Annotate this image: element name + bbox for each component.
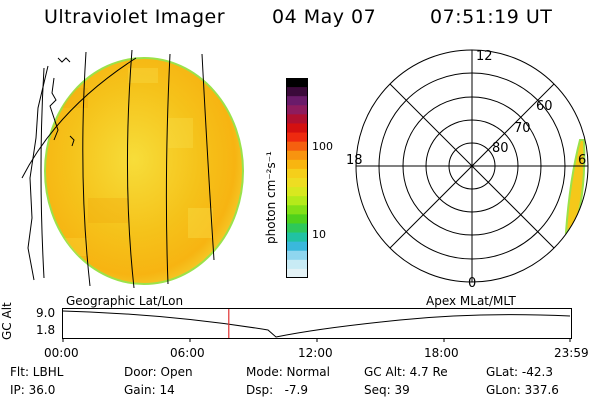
instrument-title: Ultraviolet Imager [44, 6, 226, 28]
timeline-x-tick-1200: 12:00 [298, 346, 333, 360]
colorbar-stripe [286, 196, 308, 206]
colorbar-tick-100: 100 [312, 140, 333, 153]
colorbar-stripe [286, 96, 308, 106]
timeline-right-title: Apex MLat/MLT [426, 294, 516, 308]
earth-disk [44, 57, 244, 285]
mode-info: Mode: Normal [246, 365, 330, 379]
colorbar-stripe [286, 168, 308, 179]
mlt-label-6: 6 [578, 153, 586, 168]
time-label: 07:51:19 UT [430, 6, 553, 28]
graticule-lines [21, 49, 215, 288]
colorbar-stripe [286, 159, 308, 170]
glon-info: GLon: 337.6 [486, 383, 559, 397]
timeline-y-tick-min: 1.8 [36, 323, 56, 337]
timeline-left-title: Geographic Lat/Lon [66, 294, 184, 308]
timeline-x-tick-2359: 23:59 [554, 346, 589, 360]
colorbar-tick-10: 10 [312, 228, 326, 241]
colorbar-unit-label: photon cm⁻²s⁻¹ [264, 151, 278, 244]
timeline-y-tick-max: 9.0 [36, 306, 56, 320]
colorbar-stripe [286, 132, 308, 143]
colorbar-stripe [286, 114, 308, 125]
glat-info: GLat: -42.3 [486, 365, 553, 379]
mlt-label-12: 12 [476, 49, 493, 64]
lat-label-60: 60 [536, 99, 553, 114]
timeline-x-tick-0000: 00:00 [44, 346, 79, 360]
filter-info: Flt: LBHL [10, 365, 64, 379]
mlt-label-18: 18 [346, 153, 363, 168]
mlt-label-0: 0 [468, 276, 476, 288]
timeline-x-tick-1800: 18:00 [424, 346, 459, 360]
coastline [27, 57, 75, 281]
altitude-timeline [62, 308, 572, 342]
intensity-colorbar [286, 78, 308, 278]
colorbar-stripe [286, 250, 308, 261]
colorbar-stripe [286, 268, 308, 278]
colorbar-stripe [286, 178, 308, 188]
timeline-x-tick-0600: 06:00 [170, 346, 205, 360]
colorbar-stripe [286, 259, 308, 270]
colorbar-stripe [286, 187, 308, 197]
gc-alt-info: GC Alt: 4.7 Re [364, 365, 448, 379]
date-label: 04 May 07 [272, 6, 377, 28]
colorbar-stripe [286, 105, 308, 115]
lat-label-80: 80 [492, 141, 509, 156]
gain-info: Gain: 14 [124, 383, 175, 397]
dsp-info: Dsp: -7.9 [246, 383, 309, 397]
colorbar-stripe [286, 223, 308, 234]
colorbar-stripe [286, 141, 308, 152]
colorbar-stripe [286, 78, 308, 88]
door-info: Door: Open [124, 365, 193, 379]
lat-label-70: 70 [514, 121, 531, 136]
colorbar-stripe [286, 150, 308, 161]
altitude-curve [62, 310, 571, 338]
colorbar-stripe [286, 123, 308, 134]
seq-info: Seq: 39 [364, 383, 410, 397]
timeline-frame [62, 308, 572, 339]
colorbar-stripe [286, 87, 308, 97]
colorbar-stripe [286, 241, 308, 252]
colorbar-stripe [286, 232, 308, 243]
timeline-y-axis-label: GC Alt [0, 302, 14, 340]
colorbar-stripe [286, 205, 308, 215]
geographic-image-panel [21, 49, 244, 288]
ip-info: IP: 36.0 [10, 383, 56, 397]
polar-mlt-plot: 12 18 6 0 60 70 80 [346, 49, 589, 288]
colorbar-stripe [286, 214, 308, 225]
